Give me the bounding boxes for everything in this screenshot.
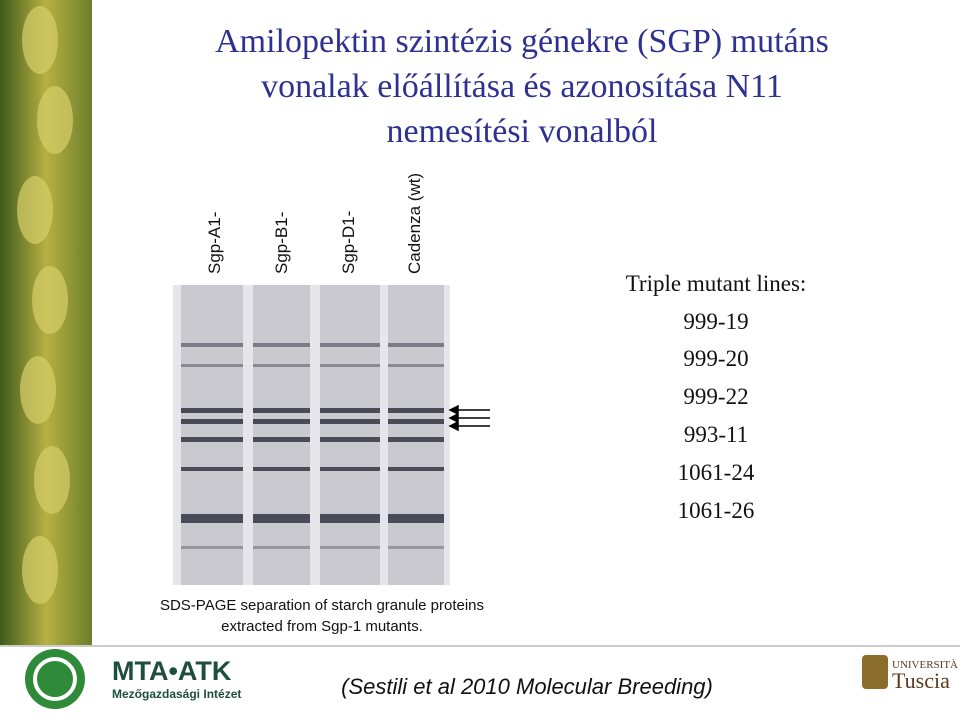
mutant-line: 993-11 bbox=[684, 422, 748, 447]
gel-caption: SDS-PAGE separation of starch granule pr… bbox=[160, 597, 484, 614]
citation: (Sestili et al 2010 Molecular Breeding) bbox=[341, 674, 713, 699]
mutant-line: 999-19 bbox=[683, 309, 748, 334]
lane-label: Sgp-B1- bbox=[272, 212, 291, 274]
logo-left-ring bbox=[33, 657, 77, 701]
title-line: nemesítési vonalból bbox=[386, 113, 657, 150]
gel-caption: extracted from Sgp-1 mutants. bbox=[221, 618, 423, 635]
title-line: vonalak előállítása és azonosítása N11 bbox=[261, 68, 783, 105]
logo-left-sub: Mezőgazdasági Intézet bbox=[112, 687, 241, 701]
lane-label: Sgp-A1- bbox=[205, 212, 224, 274]
logo-right-bottom: Tuscia bbox=[892, 668, 950, 693]
lane-label: Cadenza (wt) bbox=[405, 173, 424, 274]
mutant-line: 1061-24 bbox=[678, 460, 755, 485]
wheat-grains bbox=[17, 6, 73, 604]
logo-left-text: MTA•ATK bbox=[112, 656, 232, 686]
mutant-line: 999-20 bbox=[683, 346, 748, 371]
logo-right-crest bbox=[862, 655, 888, 689]
arrows bbox=[448, 404, 490, 432]
title-line: Amilopektin szintézis génekre (SGP) mutá… bbox=[215, 23, 829, 60]
lane-label: Sgp-D1- bbox=[339, 211, 358, 274]
logo-right-top: UNIVERSITÀ bbox=[892, 659, 958, 671]
mutant-heading: Triple mutant lines: bbox=[626, 271, 807, 296]
mutant-line: 1061-26 bbox=[678, 498, 755, 523]
gel-image bbox=[173, 285, 450, 585]
mutant-line: 999-22 bbox=[683, 384, 748, 409]
